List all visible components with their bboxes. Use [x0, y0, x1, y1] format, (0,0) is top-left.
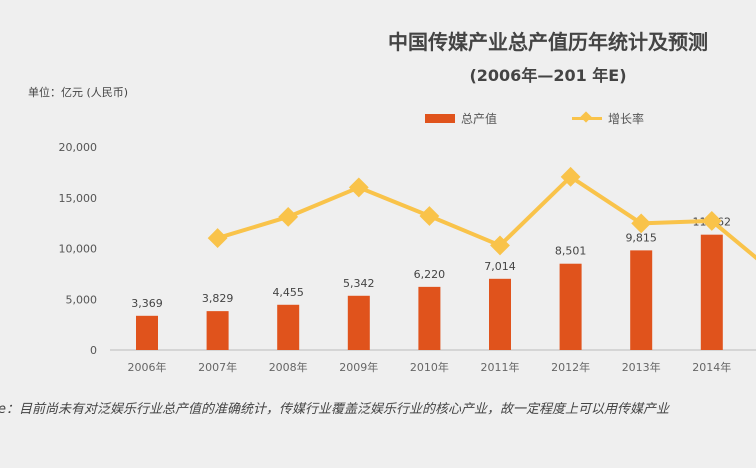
bar-data-label: 6,220	[414, 268, 446, 281]
bar-data-label: 3,829	[202, 292, 234, 305]
x-tick-label: 2007年	[198, 360, 237, 374]
legend-item-bar: 总产值	[425, 110, 497, 127]
y-tick-label: 5,000	[66, 293, 98, 306]
bar	[136, 315, 158, 350]
x-tick-label: 2011年	[481, 360, 520, 374]
legend-label-line: 增长率	[608, 112, 645, 126]
bar-data-label: 4,455	[272, 286, 304, 299]
x-tick-label: 2010年	[410, 360, 449, 374]
legend-swatch-bar	[425, 114, 455, 123]
bar-data-label: 9,815	[625, 231, 657, 244]
x-tick-label: 2009年	[339, 360, 378, 374]
chart-title: 中国传媒产业总产值历年统计及预测	[388, 30, 708, 54]
footnote: e：目前尚未有对泛娱乐行业总产值的准确统计，传媒行业覆盖泛娱乐行业的核心产业，故…	[0, 402, 669, 417]
growth-rate-line	[217, 174, 756, 261]
growth-rate-point	[348, 177, 369, 198]
bar	[418, 286, 441, 350]
y-axis-label: 单位：亿元 (人民币)	[28, 86, 129, 99]
y-tick-label: 0	[90, 344, 97, 357]
bar	[489, 278, 511, 350]
bar	[559, 263, 582, 350]
legend-label-bar: 总产值	[461, 112, 498, 126]
bar-data-label: 8,501	[555, 245, 587, 258]
y-tick-label: 15,000	[59, 192, 98, 205]
bar	[700, 234, 723, 350]
growth-rate-point	[490, 235, 510, 256]
x-tick-label: 2006年	[128, 360, 167, 374]
bar	[630, 250, 653, 350]
bar	[347, 295, 370, 350]
bar-data-label: 5,342	[343, 277, 375, 290]
x-tick-label: 2012年	[551, 360, 590, 374]
y-tick-label: 10,000	[59, 243, 98, 256]
y-tick-label: 20,000	[59, 141, 98, 154]
legend-item-line: 增长率	[572, 110, 644, 127]
x-tick-label: 2013年	[622, 360, 661, 374]
x-tick-label: 2008年	[269, 360, 308, 374]
bar	[277, 304, 300, 350]
bar-data-label: 7,014	[484, 260, 516, 273]
growth-rate-point	[419, 206, 440, 226]
bar	[206, 311, 229, 350]
chart-subtitle: (2006年—201 年E)	[469, 66, 627, 85]
growth-rate-point	[207, 228, 228, 248]
growth-rate-point	[278, 206, 299, 227]
x-tick-label: 2014年	[692, 360, 731, 374]
legend-swatch-line	[572, 117, 602, 120]
bar-data-label: 3,369	[131, 297, 163, 310]
